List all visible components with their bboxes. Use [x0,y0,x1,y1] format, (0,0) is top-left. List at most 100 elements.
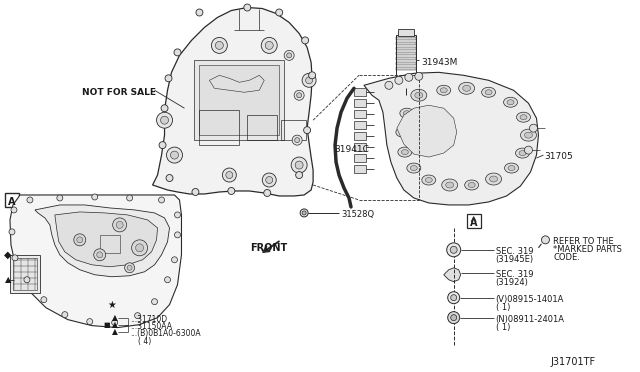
Bar [354,110,366,118]
Text: ▲: ▲ [112,320,118,329]
Text: A: A [8,197,16,207]
Ellipse shape [508,166,515,170]
Text: ▲: ▲ [112,313,118,322]
Bar [354,121,366,129]
Ellipse shape [504,97,518,107]
Circle shape [301,37,308,44]
Circle shape [125,263,134,273]
Circle shape [415,72,423,80]
Bar [398,29,414,36]
Ellipse shape [403,111,410,116]
Circle shape [451,295,457,301]
Text: NOT FOR SALE: NOT FOR SALE [82,88,156,97]
Ellipse shape [485,90,492,95]
Ellipse shape [507,100,514,105]
Circle shape [62,312,68,318]
Bar [396,52,416,55]
Circle shape [451,315,457,321]
Text: (31924): (31924) [495,278,529,287]
Bar [396,47,416,50]
Text: REFER TO THE: REFER TO THE [554,237,614,246]
Circle shape [112,320,118,326]
Circle shape [174,49,181,56]
Circle shape [87,319,93,325]
Ellipse shape [426,177,432,183]
Circle shape [9,229,15,235]
Ellipse shape [442,179,458,191]
Text: ▲: ▲ [4,275,12,284]
Circle shape [127,195,132,201]
Bar [200,65,279,135]
Text: ...31150AA: ...31150AA [130,322,172,331]
Circle shape [11,207,17,213]
Circle shape [395,76,403,84]
Text: 31705: 31705 [545,152,573,161]
Circle shape [291,157,307,173]
Ellipse shape [411,89,427,101]
Ellipse shape [399,130,406,135]
Circle shape [296,171,303,179]
Polygon shape [35,205,170,277]
Text: A: A [470,218,477,228]
Circle shape [27,197,33,203]
Bar [247,115,277,140]
Circle shape [116,221,123,228]
Circle shape [175,232,180,238]
Ellipse shape [463,85,470,91]
Bar [100,235,120,253]
Ellipse shape [468,183,475,187]
Circle shape [113,218,127,232]
Text: ( 4): ( 4) [138,337,151,346]
Bar [396,57,416,60]
Circle shape [447,243,461,257]
Ellipse shape [504,163,518,173]
Text: CODE.: CODE. [554,253,580,262]
Circle shape [228,187,235,195]
Ellipse shape [519,151,526,155]
Circle shape [172,257,177,263]
Ellipse shape [486,173,502,185]
Circle shape [448,292,460,304]
Text: 31528Q: 31528Q [341,210,374,219]
Circle shape [529,124,538,132]
Circle shape [276,9,283,16]
Ellipse shape [445,182,454,188]
Circle shape [262,173,276,187]
Circle shape [448,312,460,324]
Bar [13,258,37,290]
Circle shape [134,312,141,319]
Circle shape [300,209,308,217]
Ellipse shape [465,180,479,190]
Text: 31941C: 31941C [334,145,369,154]
Polygon shape [397,105,457,157]
Text: 31943M: 31943M [420,58,457,67]
Bar [281,120,306,140]
Circle shape [302,73,316,87]
Circle shape [159,142,166,148]
Ellipse shape [410,166,417,170]
Circle shape [93,249,106,261]
Polygon shape [152,7,313,196]
Circle shape [161,116,168,124]
Bar [354,99,366,107]
Circle shape [166,147,182,163]
Text: ...31710D: ...31710D [130,315,167,324]
Circle shape [385,81,393,89]
Text: ★: ★ [108,300,116,310]
Circle shape [97,252,102,258]
Text: J31701TF: J31701TF [551,357,596,368]
Ellipse shape [482,87,495,97]
Circle shape [152,299,157,305]
Circle shape [136,244,143,252]
Circle shape [405,73,413,81]
Circle shape [24,277,30,283]
Circle shape [216,41,223,49]
Ellipse shape [520,115,527,120]
Circle shape [303,127,310,134]
Bar [5,193,19,207]
Circle shape [164,277,170,283]
Ellipse shape [422,175,436,185]
Circle shape [266,177,273,183]
Text: ( 1): ( 1) [495,323,510,331]
Polygon shape [444,268,461,282]
